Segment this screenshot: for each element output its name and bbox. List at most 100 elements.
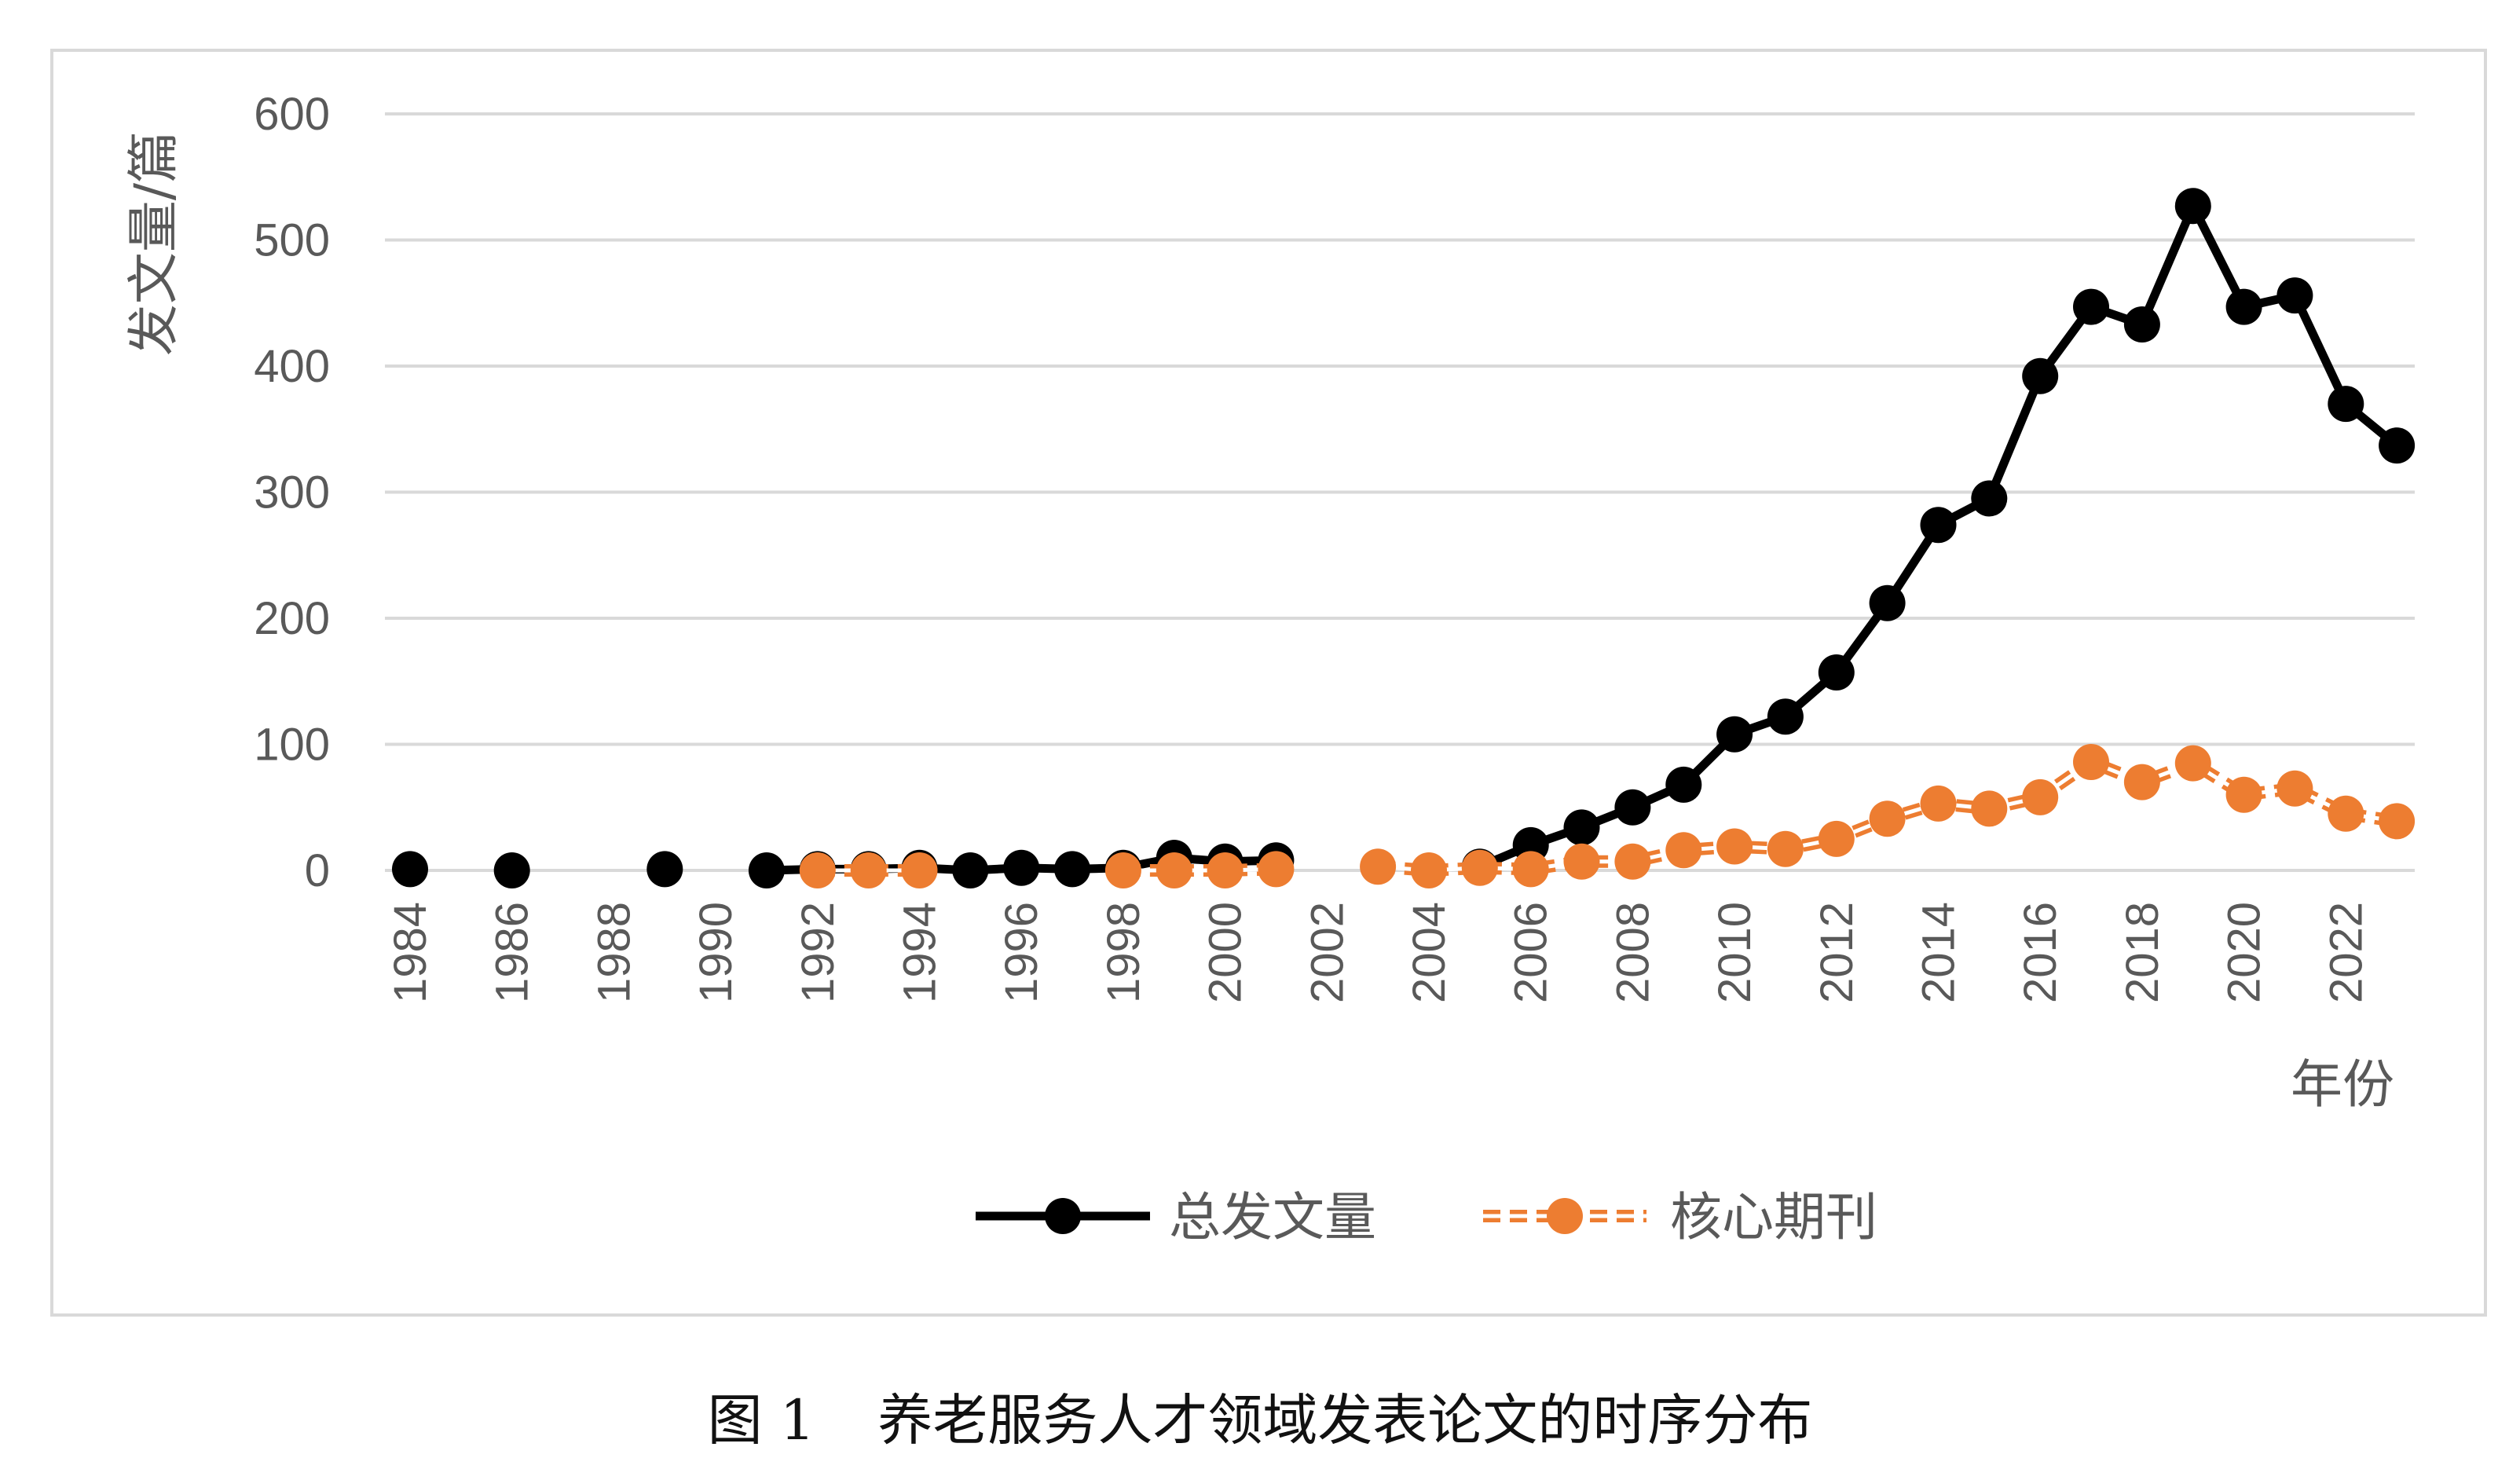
x-tick-label: 2020 <box>2219 902 2270 1003</box>
x-tick-label: 2008 <box>1607 902 1658 1003</box>
y-axis-title: 发文量/篇 <box>123 131 184 356</box>
series-core <box>799 744 2416 888</box>
series-layer <box>392 188 2416 888</box>
data-point <box>1971 480 2008 517</box>
data-point <box>2276 277 2313 314</box>
series-line-inner <box>1123 866 1276 873</box>
x-tick-label: 1998 <box>1098 902 1149 1003</box>
legend-marker <box>1045 1198 1081 1234</box>
data-point <box>850 852 887 888</box>
data-point <box>952 852 989 888</box>
y-tick-label: 400 <box>254 341 330 392</box>
y-tick-label: 200 <box>254 593 330 644</box>
y-tick-label: 0 <box>305 845 330 896</box>
x-axis-title: 年份 <box>2291 1054 2394 1115</box>
data-point <box>1614 789 1651 826</box>
data-point <box>646 851 683 888</box>
data-point <box>1411 852 1447 888</box>
data-point <box>1869 584 1906 621</box>
data-point <box>1767 698 1804 735</box>
data-point <box>1614 843 1651 880</box>
y-tick-labels: 0 100 200 300 400 500 600 <box>254 89 330 896</box>
data-point <box>2073 744 2109 780</box>
data-point <box>1971 790 2008 827</box>
data-point <box>1512 851 1549 888</box>
figure-number: 图 1 <box>707 1388 815 1453</box>
y-tick-label: 500 <box>254 215 330 266</box>
legend-item-core: 核心期刊 <box>1483 1187 1877 1247</box>
data-point <box>1054 851 1090 888</box>
data-point <box>1767 830 1804 867</box>
data-point <box>1716 716 1753 753</box>
data-point <box>1665 832 1702 869</box>
y-tick-label: 300 <box>254 467 330 518</box>
data-point <box>901 852 938 888</box>
data-point <box>1258 851 1295 888</box>
data-point <box>2225 288 2262 325</box>
data-point <box>1461 849 1498 886</box>
data-point <box>2174 188 2211 225</box>
x-tick-label: 1984 <box>385 902 436 1003</box>
data-point <box>1665 766 1702 803</box>
data-point <box>1104 852 1141 888</box>
legend-marker <box>1547 1198 1583 1234</box>
data-point <box>493 852 530 888</box>
legend-label: 总发文量 <box>1169 1187 1376 1247</box>
data-point <box>2225 776 2262 813</box>
data-point <box>1360 848 1397 885</box>
data-point <box>1920 785 1957 822</box>
x-tick-label: 1988 <box>588 902 639 1003</box>
data-point <box>1818 654 1855 691</box>
x-tick-label: 2000 <box>1200 902 1251 1003</box>
data-point <box>1563 843 1600 880</box>
legend: 总发文量 核心期刊 <box>976 1187 1877 1247</box>
data-point <box>1003 849 1040 886</box>
x-tick-label: 2018 <box>2117 902 2168 1003</box>
data-point <box>1563 809 1600 846</box>
data-point <box>1869 800 1906 837</box>
data-point <box>2379 803 2416 840</box>
data-point <box>799 852 836 888</box>
y-tick-label: 600 <box>254 89 330 140</box>
data-point <box>1156 852 1192 888</box>
data-point <box>748 852 785 888</box>
figure-caption: 图 1 养老服务人才领域发表论文的时序分布 <box>0 1376 2520 1456</box>
data-point <box>2022 357 2059 394</box>
legend-label: 核心期刊 <box>1670 1187 1877 1247</box>
x-tick-label: 2014 <box>1914 902 1965 1003</box>
x-tick-label: 1986 <box>487 902 538 1003</box>
data-point <box>1818 820 1855 857</box>
x-tick-label: 2006 <box>1506 902 1557 1003</box>
x-tick-label: 1996 <box>996 902 1047 1003</box>
x-tick-label: 1994 <box>895 902 946 1003</box>
data-point <box>2379 427 2416 464</box>
data-point <box>2123 764 2160 800</box>
x-tick-label: 2016 <box>2015 902 2066 1003</box>
data-point <box>2073 288 2109 325</box>
x-tick-label: 2010 <box>1709 902 1760 1003</box>
data-point <box>2174 745 2211 782</box>
data-point <box>2123 306 2160 343</box>
x-tick-label: 1990 <box>690 902 742 1003</box>
x-tick-label: 2022 <box>2320 902 2372 1003</box>
data-point <box>1207 852 1244 888</box>
x-tick-label: 2004 <box>1404 902 1455 1003</box>
data-point <box>2022 778 2059 815</box>
data-point <box>1920 507 1957 544</box>
series-total <box>392 188 2416 888</box>
data-point <box>2328 386 2364 423</box>
x-tick-label: 1992 <box>793 902 844 1003</box>
data-point <box>2328 795 2364 832</box>
grid-lines <box>385 112 2415 872</box>
figure-title: 养老服务人才领域发表论文的时序分布 <box>877 1388 1813 1453</box>
x-tick-label: 2012 <box>1811 902 1863 1003</box>
chart-frame <box>50 49 2487 1317</box>
x-tick-labels: 1984 1986 1988 1990 1992 1994 1996 1998 2000 2002… <box>385 902 2372 1003</box>
data-point <box>392 851 428 888</box>
data-point <box>2276 770 2313 807</box>
data-point <box>1716 828 1753 865</box>
y-tick-label: 100 <box>254 720 330 771</box>
legend-item-total: 总发文量 <box>976 1187 1376 1247</box>
x-tick-label: 2002 <box>1302 902 1353 1003</box>
